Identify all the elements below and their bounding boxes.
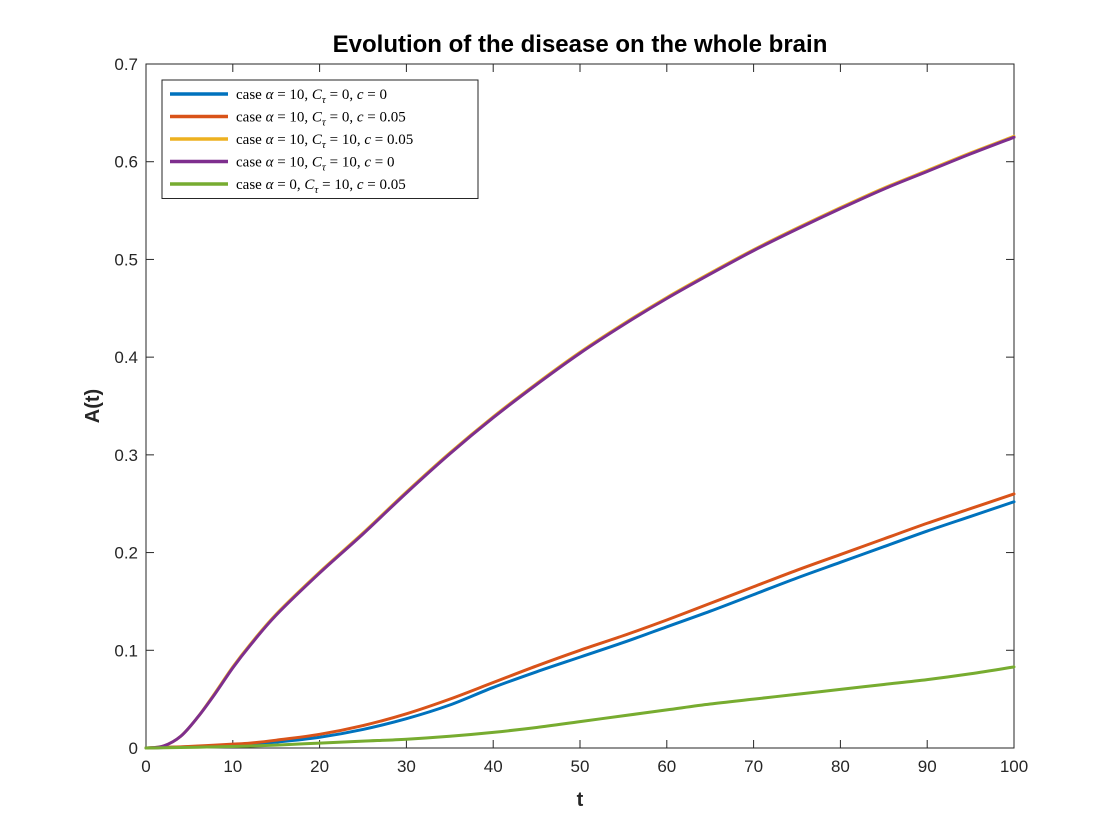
series-line-2 xyxy=(144,492,1016,750)
legend-item: case α = 10, Cτ = 10, c = 0 xyxy=(170,155,394,174)
x-tick-label: 20 xyxy=(310,757,329,776)
y-tick-label: 0 xyxy=(129,739,138,758)
legend-label: case α = 10, Cτ = 10, c = 0.05 xyxy=(236,132,413,151)
x-tick-label: 90 xyxy=(918,757,937,776)
y-tick-label: 0.2 xyxy=(114,544,138,563)
x-tick-label: 100 xyxy=(1000,757,1028,776)
series-lines xyxy=(144,134,1016,750)
x-tick-label: 60 xyxy=(657,757,676,776)
y-tick-label: 0.7 xyxy=(114,55,138,74)
y-axis-label: A(t) xyxy=(82,389,104,423)
y-tick-label: 0.1 xyxy=(114,641,138,660)
x-tick-label: 50 xyxy=(571,757,590,776)
legend-label: case α = 10, Cτ = 10, c = 0 xyxy=(236,155,394,174)
series-line-4 xyxy=(144,135,1016,750)
legend: case α = 10, Cτ = 0, c = 0 case α = 10, C… xyxy=(161,79,479,199)
y-tick-label: 0.5 xyxy=(114,250,138,269)
legend-item: case α = 10, Cτ = 10, c = 0.05 xyxy=(170,132,413,151)
x-tick-label: 30 xyxy=(397,757,416,776)
series-line-5 xyxy=(144,665,1016,750)
x-tick-label: 70 xyxy=(744,757,763,776)
x-tick-label: 0 xyxy=(141,757,150,776)
x-axis-label: t xyxy=(577,789,584,811)
legend-label: case α = 10, Cτ = 0, c = 0 xyxy=(236,87,387,106)
x-tick-label: 10 xyxy=(223,757,242,776)
legend-item: case α = 10, Cτ = 0, c = 0.05 xyxy=(170,110,406,129)
legend-item: case α = 10, Cτ = 0, c = 0 xyxy=(170,87,387,106)
y-tick-label: 0.4 xyxy=(114,348,138,367)
legend-label: case α = 10, Cτ = 0, c = 0.05 xyxy=(236,110,406,129)
chart-title: Evolution of the disease on the whole br… xyxy=(333,31,828,58)
legend-label: case α = 0, Cτ = 10, c = 0.05 xyxy=(236,177,406,196)
x-tick-label: 80 xyxy=(831,757,850,776)
y-tick-label: 0.3 xyxy=(114,446,138,465)
legend-item: case α = 0, Cτ = 10, c = 0.05 xyxy=(170,177,406,196)
y-tick-label: 0.6 xyxy=(114,153,138,172)
x-tick-label: 40 xyxy=(484,757,503,776)
